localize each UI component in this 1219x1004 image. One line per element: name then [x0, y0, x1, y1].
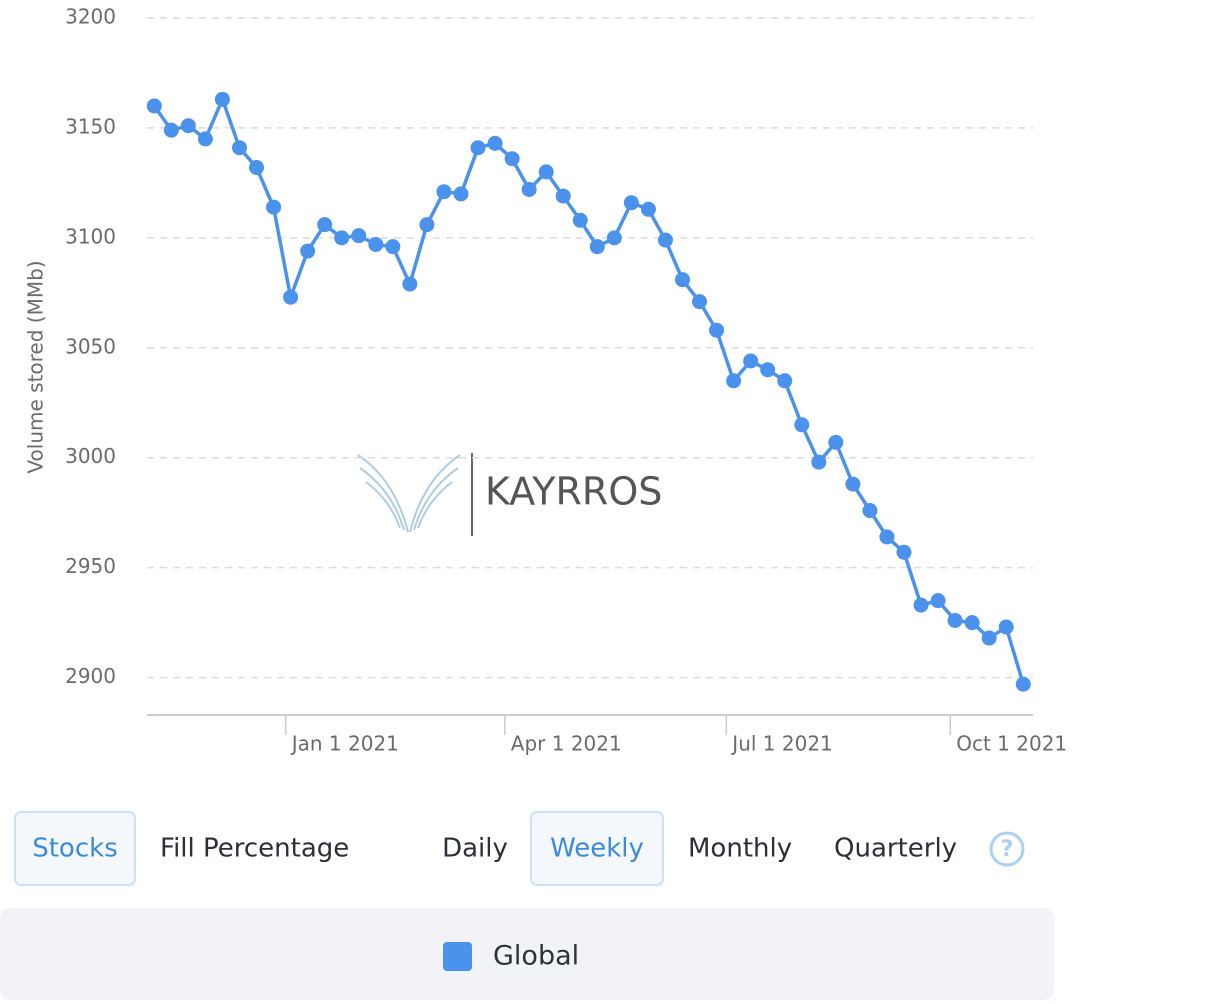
data-point: [470, 140, 486, 156]
y-tick-label: 3050: [65, 334, 116, 358]
data-point: [709, 322, 725, 338]
series-line: [152, 97, 1025, 685]
y-tick-label: 3150: [65, 114, 116, 138]
help-icon[interactable]: [989, 831, 1025, 867]
measure-toggle: Stocks Fill Percentage: [14, 811, 349, 886]
button[interactable]: Weekly: [550, 834, 644, 864]
y-tick-label: 3000: [65, 444, 116, 468]
data-point: [334, 230, 350, 246]
button-bg: [14, 811, 136, 886]
data-point: [368, 236, 384, 252]
data-point: [419, 217, 435, 233]
y-tick-label: 3200: [65, 5, 116, 29]
button[interactable]: Fill Percentage: [160, 834, 349, 864]
data-point: [504, 151, 520, 167]
data-point: [231, 140, 247, 156]
data-point: [794, 417, 810, 433]
x-tick-label: Oct 1 2021: [956, 732, 1067, 756]
data-point: [538, 164, 554, 180]
legend-swatch[interactable]: [443, 942, 472, 971]
data-point: [964, 615, 980, 631]
button[interactable]: Quarterly: [834, 834, 957, 864]
y-tick-label: 2950: [65, 554, 116, 578]
data-point: [726, 373, 742, 389]
data-point: [879, 529, 895, 545]
data-point: [896, 544, 912, 560]
data-point: [998, 619, 1014, 635]
data-point: [453, 186, 469, 202]
button-bg: [530, 811, 664, 886]
data-point: [692, 294, 708, 310]
data-point: [674, 272, 690, 288]
legend-panel: [0, 908, 1054, 1000]
data-point: [1015, 676, 1031, 692]
data-point: [845, 476, 861, 492]
data-point: [777, 373, 793, 389]
data-point: [317, 217, 333, 233]
data-point: [487, 135, 503, 151]
data-point: [266, 199, 282, 215]
button[interactable]: Stocks: [32, 834, 118, 864]
button[interactable]: Monthly: [688, 834, 792, 864]
x-tick-label: Jan 1 2021: [290, 732, 399, 756]
data-point: [760, 362, 776, 378]
data-point: [146, 98, 162, 114]
x-tick-label: Jul 1 2021: [730, 732, 832, 756]
data-point: [555, 188, 571, 204]
data-point: [930, 593, 946, 609]
data-point: [521, 182, 537, 198]
data-point: [283, 289, 299, 305]
data-point: [623, 195, 639, 211]
data-point: [862, 503, 878, 519]
data-point: [743, 353, 759, 369]
data-point: [163, 122, 179, 138]
data-point: [606, 230, 622, 246]
data-point: [180, 118, 196, 134]
interval-toggle: Daily Weekly Monthly Quarterly ?: [442, 811, 1025, 886]
data-point: [351, 228, 367, 244]
data-point: [828, 434, 844, 450]
y-tick-label: 3100: [65, 224, 116, 248]
x-tick-label: Apr 1 2021: [511, 732, 622, 756]
data-point: [249, 160, 265, 176]
data-point: [300, 243, 316, 259]
y-axis-label: Volume stored (MMb): [24, 260, 48, 473]
data-point: [913, 597, 929, 613]
watermark: KAYRROS: [485, 470, 662, 514]
y-tick-label: 2900: [65, 664, 116, 688]
data-point: [981, 630, 997, 646]
data-point: [214, 91, 230, 107]
data-point: [197, 131, 213, 147]
watermark-logo: [357, 453, 473, 536]
data-point: [640, 201, 656, 217]
data-point: [947, 612, 963, 628]
data-point: [589, 239, 605, 255]
help-text: ?: [1001, 837, 1014, 862]
legend-label[interactable]: Global: [493, 941, 579, 972]
data-point: [657, 232, 673, 248]
data-point: [811, 454, 827, 470]
data-point: [402, 276, 418, 292]
data-point: [572, 212, 588, 228]
data-point: [385, 239, 401, 255]
button[interactable]: Daily: [442, 834, 508, 864]
data-point: [436, 184, 452, 200]
